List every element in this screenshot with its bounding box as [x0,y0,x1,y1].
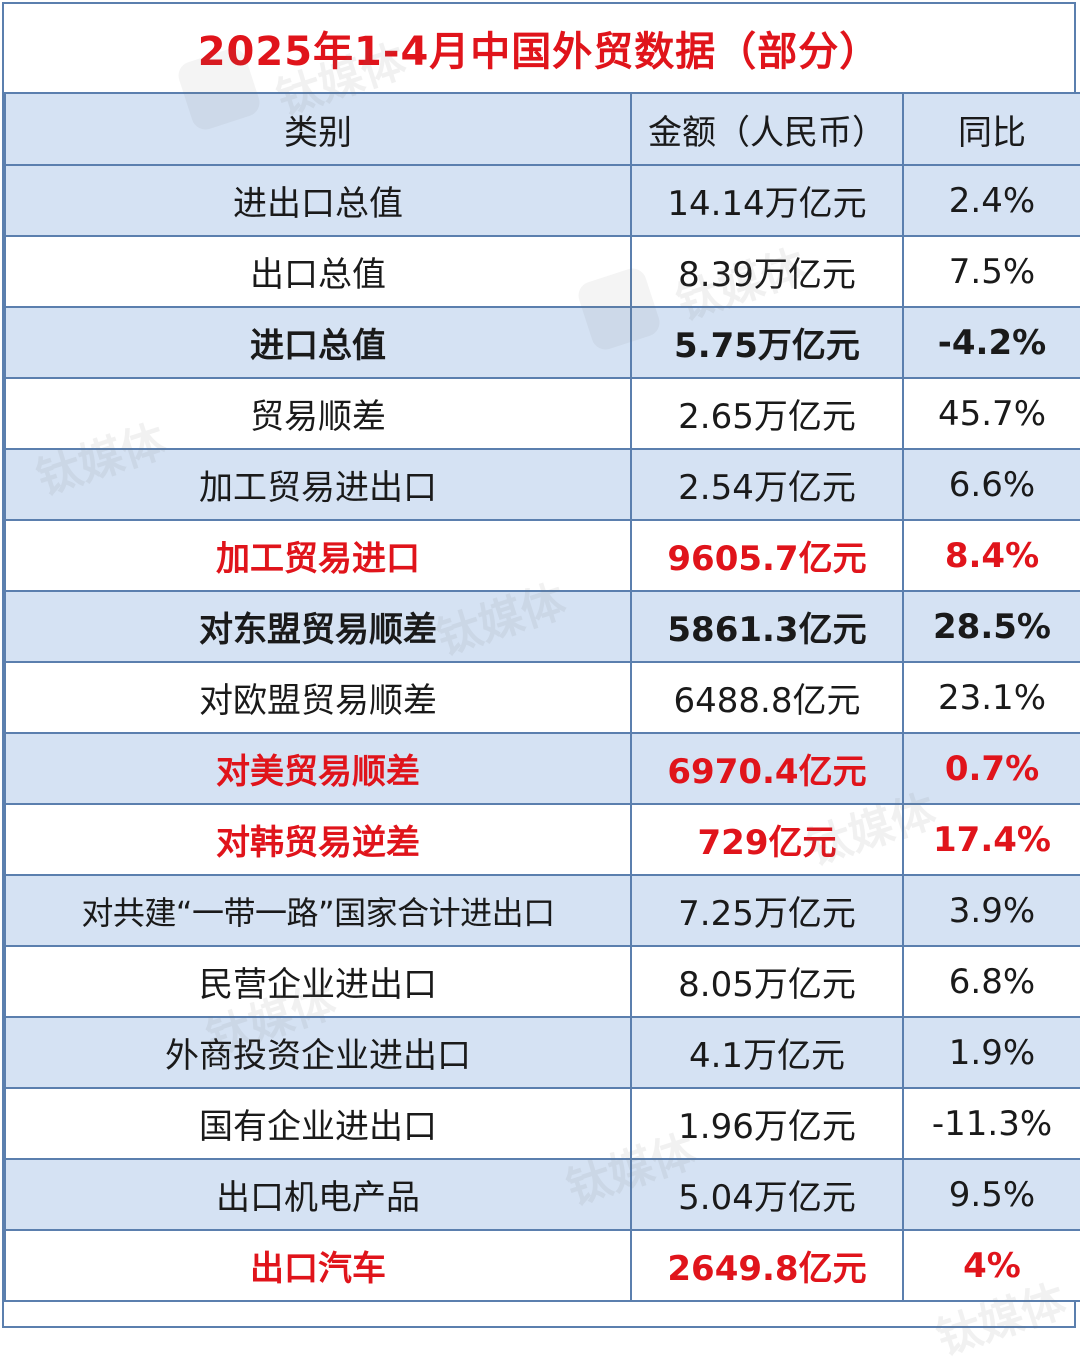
table-row: 对共建“一带一路”国家合计进出口 7.25万亿元 3.9% [4,874,1080,947]
amount-cell: 7.25万亿元 [630,874,904,947]
yoy-cell: 45.7% [902,377,1080,450]
table-row: 对韩贸易逆差 729亿元 17.4% [4,803,1080,876]
yoy-cell: 28.5% [902,590,1080,663]
yoy-cell: 23.1% [902,661,1080,734]
category-cell: 加工贸易进口 [4,519,632,592]
yoy-cell: 9.5% [902,1158,1080,1231]
header-row: 类别 金额（人民币） 同比 [4,92,1080,166]
amount-cell: 2.54万亿元 [630,448,904,521]
yoy-cell: 4% [902,1229,1080,1302]
category-cell: 出口汽车 [4,1229,632,1302]
category-cell: 贸易顺差 [4,377,632,450]
table-row: 进口总值 5.75万亿元 -4.2% [4,306,1080,379]
table-title: 2025年1-4月中国外贸数据（部分） [197,29,881,75]
amount-cell: 8.05万亿元 [630,945,904,1018]
amount-cell: 6970.4亿元 [630,732,904,805]
table-row: 民营企业进出口 8.05万亿元 6.8% [4,945,1080,1018]
table-row: 外商投资企业进出口 4.1万亿元 1.9% [4,1016,1080,1089]
yoy-cell: 0.7% [902,732,1080,805]
yoy-cell: 2.4% [902,164,1080,237]
yoy-cell: 8.4% [902,519,1080,592]
category-cell: 对韩贸易逆差 [4,803,632,876]
yoy-cell: 6.6% [902,448,1080,521]
category-cell: 进口总值 [4,306,632,379]
header-category: 类别 [4,92,632,166]
amount-cell: 9605.7亿元 [630,519,904,592]
amount-cell: 2649.8亿元 [630,1229,904,1302]
amount-cell: 5.04万亿元 [630,1158,904,1231]
amount-cell: 8.39万亿元 [630,235,904,308]
table-row: 对东盟贸易顺差 5861.3亿元 28.5% [4,590,1080,663]
amount-cell: 5861.3亿元 [630,590,904,663]
category-cell: 外商投资企业进出口 [4,1016,632,1089]
yoy-cell: -11.3% [902,1087,1080,1160]
category-cell: 对共建“一带一路”国家合计进出口 [4,874,632,947]
table-row: 贸易顺差 2.65万亿元 45.7% [4,377,1080,450]
table-row: 加工贸易进出口 2.54万亿元 6.6% [4,448,1080,521]
header-yoy: 同比 [902,92,1080,166]
amount-cell: 1.96万亿元 [630,1087,904,1160]
category-cell: 民营企业进出口 [4,945,632,1018]
category-cell: 加工贸易进出口 [4,448,632,521]
category-cell: 对欧盟贸易顺差 [4,661,632,734]
amount-cell: 2.65万亿元 [630,377,904,450]
table-row: 国有企业进出口 1.96万亿元 -11.3% [4,1087,1080,1160]
amount-cell: 4.1万亿元 [630,1016,904,1089]
category-cell: 出口机电产品 [4,1158,632,1231]
table-row: 对欧盟贸易顺差 6488.8亿元 23.1% [4,661,1080,734]
yoy-cell: 3.9% [902,874,1080,947]
amount-cell: 5.75万亿元 [630,306,904,379]
table-row: 出口汽车 2649.8亿元 4% [4,1229,1080,1302]
header-amount: 金额（人民币） [630,92,904,166]
yoy-cell: -4.2% [902,306,1080,379]
amount-cell: 14.14万亿元 [630,164,904,237]
category-cell: 进出口总值 [4,164,632,237]
table-row: 对美贸易顺差 6970.4亿元 0.7% [4,732,1080,805]
table-row: 进出口总值 14.14万亿元 2.4% [4,164,1080,237]
yoy-cell: 6.8% [902,945,1080,1018]
category-cell: 对东盟贸易顺差 [4,590,632,663]
amount-cell: 6488.8亿元 [630,661,904,734]
table-row: 加工贸易进口 9605.7亿元 8.4% [4,519,1080,592]
table-row: 出口机电产品 5.04万亿元 9.5% [4,1158,1080,1231]
table-body: 进出口总值 14.14万亿元 2.4% 出口总值 8.39万亿元 7.5% 进口总值 5.75… [4,164,1080,1302]
amount-cell: 729亿元 [630,803,904,876]
category-cell: 对美贸易顺差 [4,732,632,805]
yoy-cell: 17.4% [902,803,1080,876]
category-cell: 国有企业进出口 [4,1087,632,1160]
trade-data-table: 类别 金额（人民币） 同比 进出口总值 14.14万亿元 2.4% 出口总值 8.39万… [4,92,1080,1302]
category-cell: 出口总值 [4,235,632,308]
yoy-cell: 1.9% [902,1016,1080,1089]
yoy-cell: 7.5% [902,235,1080,308]
table-row: 出口总值 8.39万亿元 7.5% [4,235,1080,308]
